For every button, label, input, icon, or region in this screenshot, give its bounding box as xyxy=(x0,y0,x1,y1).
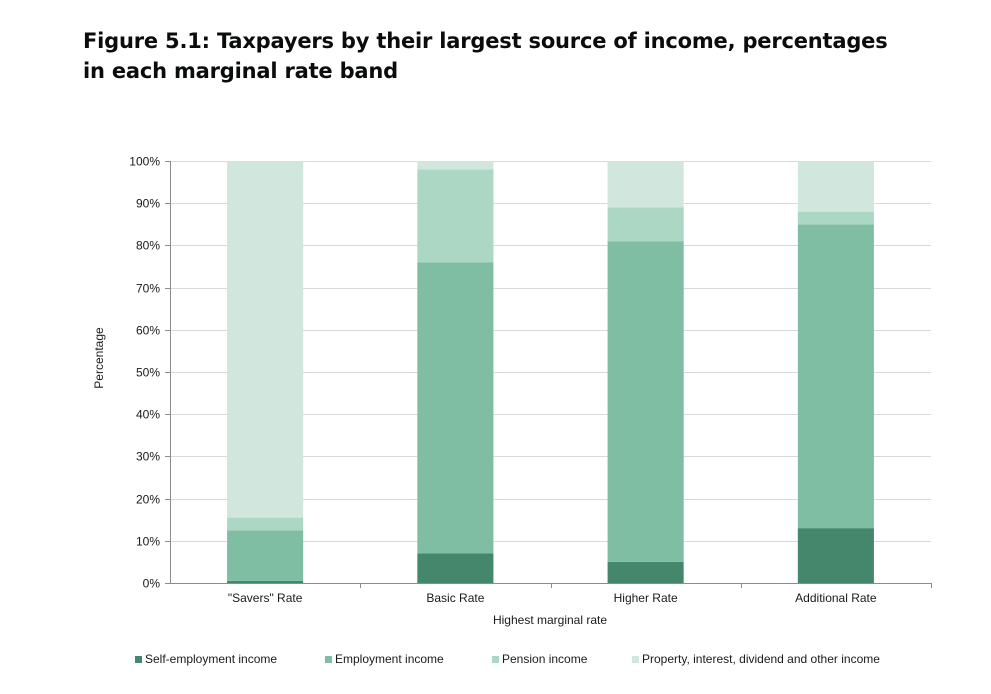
bar-segment xyxy=(607,207,684,242)
legend: Self-employment income Employment income P… xyxy=(0,652,991,672)
bars xyxy=(227,161,874,583)
x-tick-label: "Savers" Rate xyxy=(228,591,303,605)
bar-segment xyxy=(607,161,684,208)
bar-segment xyxy=(797,528,874,583)
y-tick-label: 50% xyxy=(136,366,160,380)
y-tick-label: 0% xyxy=(143,577,161,591)
legend-label: Property, interest, dividend and other i… xyxy=(642,652,880,666)
bar-segment xyxy=(227,580,304,583)
legend-label: Pension income xyxy=(502,652,588,666)
x-tick-label: Higher Rate xyxy=(614,591,678,605)
bar-segment xyxy=(417,553,494,583)
bar-segment xyxy=(797,224,874,529)
legend-label: Self-employment income xyxy=(145,652,278,666)
x-tick-label: Basic Rate xyxy=(426,591,484,605)
bar-segment xyxy=(227,517,304,531)
legend-item: Pension income xyxy=(492,652,587,666)
bar-segment xyxy=(797,211,874,225)
legend-item: Property, interest, dividend and other i… xyxy=(632,652,880,666)
legend-item: Self-employment income xyxy=(135,652,277,666)
y-tick-label: 40% xyxy=(136,408,160,422)
y-tick-label: 20% xyxy=(136,493,160,507)
bar-segment xyxy=(607,241,684,562)
bar-segment xyxy=(607,561,684,583)
y-tick-label: 30% xyxy=(136,450,160,464)
legend-item: Employment income xyxy=(325,652,444,666)
legend-label: Employment income xyxy=(335,652,444,666)
y-tick-label: 80% xyxy=(136,239,160,253)
bar-segment xyxy=(417,262,494,554)
x-tick-label: Additional Rate xyxy=(795,591,877,605)
bar-segment xyxy=(417,169,494,263)
legend-swatch xyxy=(632,655,639,663)
y-tick-label: 10% xyxy=(136,535,160,549)
y-tick-label: 60% xyxy=(136,324,160,338)
figure-title: Figure 5.1: Taxpayers by their largest s… xyxy=(83,29,888,83)
x-axis-label: Highest marginal rate xyxy=(493,613,607,627)
y-tick-label: 70% xyxy=(136,282,160,296)
y-tick-label: 90% xyxy=(136,197,160,211)
y-axis-label: Percentage xyxy=(92,327,106,389)
legend-swatch xyxy=(135,655,142,663)
bar-segment xyxy=(227,530,304,581)
axes: 0% 10% 20% 30% 40% 50% 60% 70% 80% 90% 100% "Savers… xyxy=(129,155,932,605)
bar-segment xyxy=(417,161,494,170)
bar-segment xyxy=(227,161,304,518)
legend-swatch xyxy=(492,655,499,663)
y-tick-label: 100% xyxy=(129,155,160,169)
legend-swatch xyxy=(325,655,332,663)
bar-segment xyxy=(797,161,874,212)
